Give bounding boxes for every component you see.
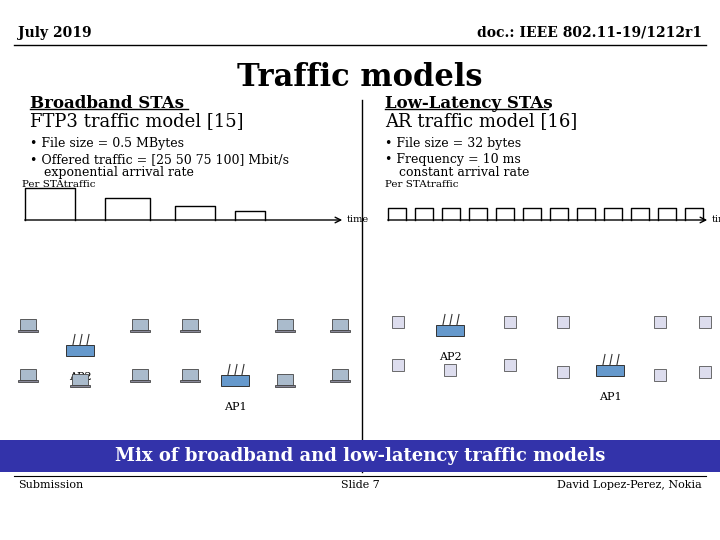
Text: time: time [347,215,369,225]
Bar [275,330,294,332]
Bar [277,374,293,385]
Text: Traffic models: Traffic models [238,62,482,93]
Bar [332,369,348,380]
Bar [130,380,150,382]
Text: doc.: IEEE 802.11-19/1212r1: doc.: IEEE 802.11-19/1212r1 [477,26,702,40]
Text: Slide 7: Slide 7 [341,480,379,490]
Text: Per STAtraffic: Per STAtraffic [385,180,459,189]
Bar [275,385,294,387]
Bar [71,385,90,387]
Bar [330,380,350,382]
Bar [504,316,516,328]
Bar [557,366,569,378]
Bar [72,374,88,385]
Bar [132,369,148,380]
Text: AR traffic model [16]: AR traffic model [16] [385,112,577,130]
Bar [180,380,199,382]
Bar [18,380,37,382]
Bar [392,359,404,371]
Bar [180,330,199,332]
Bar [332,319,348,330]
Text: • File size = 0.5 MBytes: • File size = 0.5 MBytes [30,137,184,150]
Bar [557,316,569,328]
Text: exponential arrival rate: exponential arrival rate [44,166,194,179]
Bar [444,364,456,376]
Bar [0,440,720,472]
Text: July 2019: July 2019 [18,26,91,40]
Bar [20,369,36,380]
Text: • File size = 32 bytes: • File size = 32 bytes [385,137,521,150]
Text: AP1: AP1 [599,392,621,402]
Bar [18,330,37,332]
Text: • Frequency = 10 ms: • Frequency = 10 ms [385,153,521,166]
Bar [20,319,36,330]
Bar [504,359,516,371]
Bar [130,330,150,332]
Bar [596,364,624,375]
Bar [132,319,148,330]
Text: Mix of broadband and low-latency traffic models: Mix of broadband and low-latency traffic… [114,447,606,465]
Bar [182,319,198,330]
Bar [221,375,249,386]
Text: FTP3 traffic model [15]: FTP3 traffic model [15] [30,112,243,130]
Text: constant arrival rate: constant arrival rate [399,166,529,179]
Bar [392,316,404,328]
Text: Low-Latency STAs: Low-Latency STAs [385,95,553,112]
Text: AP2: AP2 [68,372,91,382]
Text: time: time [712,215,720,225]
Bar [182,369,198,380]
Bar [277,319,293,330]
Bar [66,345,94,355]
Text: David Lopez-Perez, Nokia: David Lopez-Perez, Nokia [557,480,702,490]
Bar [436,325,464,335]
Bar [699,316,711,328]
Text: AP1: AP1 [224,402,246,412]
Bar [654,369,666,381]
Text: Broadband STAs: Broadband STAs [30,95,184,112]
Bar [330,330,350,332]
Text: Submission: Submission [18,480,84,490]
Text: AP2: AP2 [438,352,462,362]
Bar [654,316,666,328]
Text: • Offered traffic = [25 50 75 100] Mbit/s: • Offered traffic = [25 50 75 100] Mbit/… [30,153,289,166]
Bar [699,366,711,378]
Text: Per STAtraffic: Per STAtraffic [22,180,96,189]
